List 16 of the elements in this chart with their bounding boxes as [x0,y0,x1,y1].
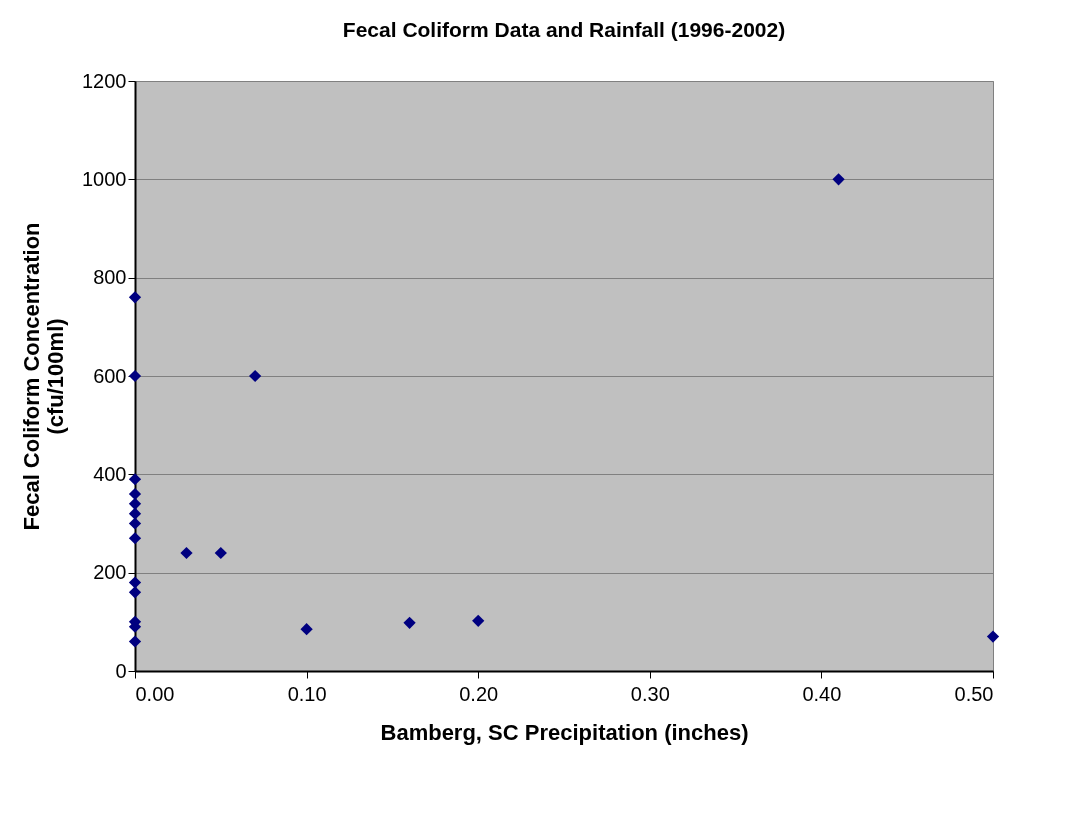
x-tick-label: 0.10 [287,682,327,705]
y-tick-label: 200 [93,561,127,584]
x-tick-label: 0.30 [630,682,670,705]
y-tick-label: 600 [93,364,127,387]
y-axis-title: Fecal Coliform Concentration (cfu/100ml) [19,222,69,531]
x-tick-label: 0.50 [954,682,994,705]
x-tick-label: 0.00 [135,682,175,705]
y-tick-label: 800 [93,266,127,289]
y-tick-label: 1200 [82,69,127,92]
x-tick-label: 0.20 [459,682,499,705]
x-tick-label: 0.40 [802,682,842,705]
x-axis-title: Bamberg, SC Precipitation (inches) [380,719,749,745]
y-tick-label: 1000 [82,167,127,190]
chart-title: Fecal Coliform Data and Rainfall (1996-2002) [342,18,786,41]
y-tick-label: 0 [115,659,127,682]
y-tick-label: 400 [93,462,127,485]
